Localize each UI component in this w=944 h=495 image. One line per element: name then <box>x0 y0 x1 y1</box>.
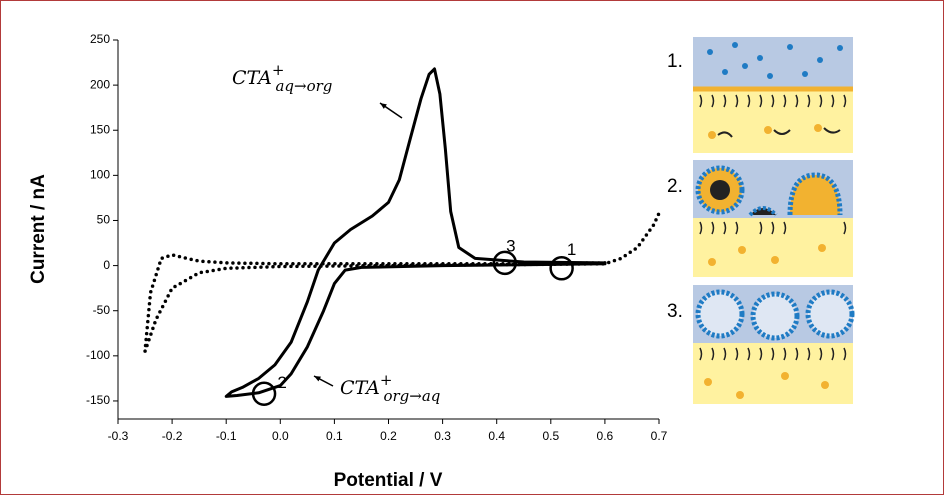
marker-label: 3 <box>506 236 515 255</box>
y-tick-label: 250 <box>90 32 110 46</box>
y-axis-title: Current / nA <box>28 174 49 284</box>
y-tick-label: -150 <box>86 393 110 407</box>
x-tick-label: -0.1 <box>216 429 237 443</box>
panel-label: 2. <box>667 176 683 197</box>
annotation-sub: aq→org <box>275 77 332 95</box>
arrow-head <box>314 376 321 382</box>
y-tick-label: 150 <box>90 122 110 136</box>
panel-1 <box>693 37 853 153</box>
x-tick-label: 0.0 <box>272 429 289 443</box>
marker-circle <box>251 381 277 406</box>
y-tick-label: -100 <box>86 348 110 362</box>
panel-3 <box>693 285 855 404</box>
y-tick-label: -50 <box>93 303 111 317</box>
marker-circle <box>549 256 574 281</box>
schematic <box>693 37 855 404</box>
x-tick-label: -0.2 <box>162 429 183 443</box>
marker-label: 2 <box>277 373 286 392</box>
annotation-text: CTA <box>232 67 272 89</box>
panel-label: 1. <box>667 51 683 72</box>
x-tick-label: 0.2 <box>380 429 397 443</box>
annotation: CTA+ aq→org <box>232 61 332 95</box>
series-line <box>143 211 661 354</box>
x-tick-label: 0.7 <box>651 429 668 443</box>
panel-label: 3. <box>667 301 683 322</box>
annotation: CTA+ org→aq <box>340 371 440 405</box>
series-line <box>224 67 607 398</box>
marker-label: 1 <box>567 240 576 259</box>
annotation-sup: + <box>380 371 393 389</box>
y-tick-label: 100 <box>90 168 110 182</box>
x-tick-label: 0.3 <box>434 429 451 443</box>
marker-circle <box>492 250 518 276</box>
y-tick-label: 50 <box>97 213 111 227</box>
arrow-head <box>380 103 387 109</box>
annotation-sup: + <box>272 61 285 79</box>
panel-2 <box>693 160 853 277</box>
y-tick-label: 200 <box>90 77 110 91</box>
x-axis-title: Potential / V <box>334 470 443 491</box>
annotation-text: CTA <box>340 377 380 399</box>
x-tick-label: 0.1 <box>326 429 343 443</box>
annotation-sub: org→aq <box>383 387 440 405</box>
x-tick-label: -0.3 <box>108 429 129 443</box>
x-tick-label: 0.5 <box>542 429 559 443</box>
x-tick-label: 0.4 <box>488 429 505 443</box>
x-tick-label: 0.6 <box>597 429 614 443</box>
y-tick-label: 0 <box>103 258 110 272</box>
